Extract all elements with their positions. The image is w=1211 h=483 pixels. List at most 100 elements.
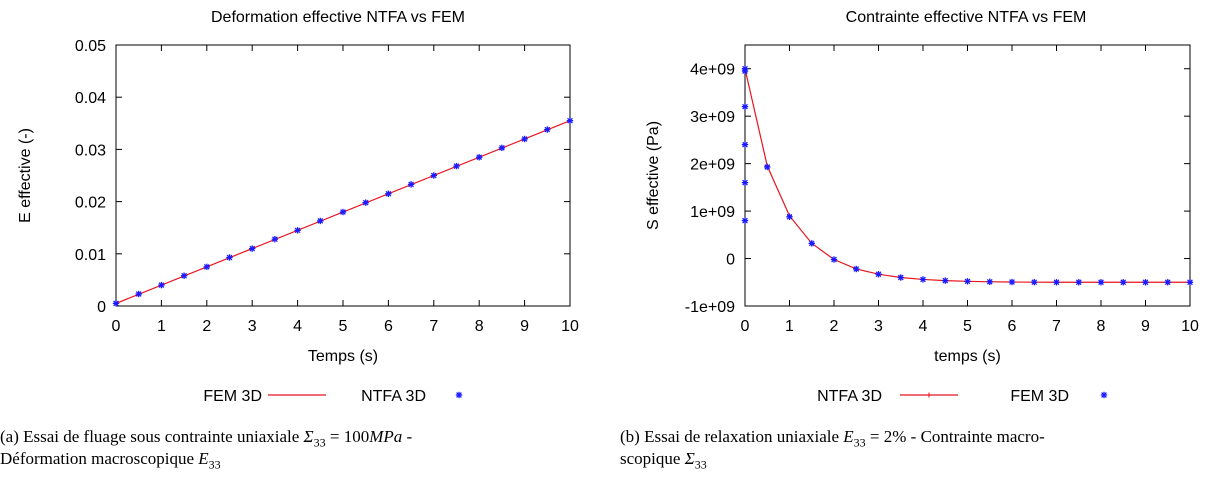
charta-series-ntfa-3d-point bbox=[158, 281, 165, 289]
charta-legend-ntfa-3d-swatch-d2 bbox=[456, 392, 462, 398]
chartb-series-fem-3d-point-d2 bbox=[964, 278, 971, 285]
charta-plot-frame bbox=[115, 44, 571, 307]
charta-series-ntfa-3d-point-d2 bbox=[544, 126, 551, 133]
chartb-series-fem-3d-point-d2 bbox=[1120, 279, 1127, 286]
chartb-series-fem-3d-point bbox=[942, 277, 949, 284]
chartb-ytick-label: 0 bbox=[726, 252, 735, 269]
chartb-series-fem-3d-point-d2 bbox=[786, 213, 793, 220]
chartb-xtick-label: 8 bbox=[1097, 318, 1106, 335]
chartb-series-fem-3d-point-d2 bbox=[1098, 279, 1104, 286]
chartb-xlabel: temps (s) bbox=[934, 348, 1001, 365]
charta-series-ntfa-3d-point bbox=[521, 135, 528, 143]
charta-series-ntfa-3d-point bbox=[339, 208, 347, 216]
chartb-series-fem-3d-point-d2 bbox=[764, 164, 771, 170]
chartb-series-fem-3d-point bbox=[1097, 279, 1105, 286]
chartb-xtick-label: 3 bbox=[874, 318, 883, 335]
charta-series-ntfa-3d-point bbox=[453, 162, 460, 170]
caption-a-line1: (a) Essai de fluage sous contrainte unia… bbox=[0, 427, 413, 450]
chartb-xtick-label: 4 bbox=[919, 318, 928, 335]
chartb-series-fem-3d-point-d2 bbox=[1187, 279, 1193, 286]
caption-b-line2: scopique Σ33 bbox=[620, 449, 707, 472]
chartb-xtick-label: 7 bbox=[1052, 318, 1061, 335]
chartb-ytick-label: 4e+09 bbox=[690, 62, 735, 79]
charta-series-ntfa-3d-point bbox=[498, 144, 506, 152]
charta-series-ntfa-3d-point bbox=[180, 272, 188, 279]
chartb-series-fem-3d-point-d2 bbox=[1053, 279, 1060, 286]
charta-xtick-label: 6 bbox=[384, 318, 393, 335]
charta-xtick-label: 3 bbox=[248, 318, 257, 335]
charta-series-ntfa-3d-point-d2 bbox=[362, 199, 369, 206]
charta-series-ntfa-3d-point bbox=[566, 117, 574, 124]
charta-series-ntfa-3d-point-d2 bbox=[408, 181, 414, 188]
charta-ytick-label: 0.01 bbox=[75, 247, 106, 264]
charta-series-ntfa-3d-point-d2 bbox=[203, 263, 210, 270]
charta-ytick-label: 0 bbox=[97, 299, 106, 316]
chartb-series-fem-3d-point bbox=[897, 274, 904, 281]
charta-series-ntfa-3d-point bbox=[476, 154, 483, 161]
charta-xtick-label: 0 bbox=[112, 318, 121, 335]
charta-xtick-label: 10 bbox=[561, 318, 579, 335]
chartb-series-fem-3d-point-d2 bbox=[831, 256, 837, 263]
chartb-series-fem-3d-point bbox=[741, 217, 749, 224]
chartb-series-fem-3d-point-d2 bbox=[1075, 279, 1082, 286]
chartb-series-fem-3d-point-d2 bbox=[742, 65, 748, 72]
chartb-series-fem-3d-point-d2 bbox=[942, 277, 949, 284]
charta-series-ntfa-3d-point bbox=[249, 245, 256, 252]
chartb-xtick-label: 0 bbox=[741, 318, 750, 335]
chartb-series-fem-3d-point bbox=[741, 141, 749, 148]
charta-series-ntfa-3d-point-d2 bbox=[135, 291, 142, 297]
chartb-xtick-label: 9 bbox=[1141, 318, 1150, 335]
charta-series-ntfa-3d-point-d2 bbox=[453, 163, 460, 169]
chartb-series-fem-3d-point bbox=[1120, 279, 1127, 286]
chartb-xtick-label: 2 bbox=[830, 318, 839, 335]
charta-series-ntfa-3d-point-d2 bbox=[181, 272, 187, 279]
chartb-series-fem-3d-point bbox=[1075, 279, 1082, 286]
chartb-series-fem-3d-point-d2 bbox=[1164, 279, 1171, 286]
charta-series-ntfa-3d-point-d2 bbox=[385, 190, 392, 197]
chartb-series-fem-3d-point-d2 bbox=[1031, 279, 1038, 286]
chartb-series-fem-3d-point bbox=[853, 265, 860, 273]
chartb-legend-fem-3d-swatch bbox=[1100, 391, 1108, 399]
charta-series-ntfa-3d-point bbox=[271, 235, 279, 243]
caption-a: (a) Essai de fluage sous contrainte unia… bbox=[0, 426, 412, 470]
charta-xlabel: Temps (s) bbox=[308, 348, 378, 365]
charta-ytick-label: 0.04 bbox=[75, 90, 106, 107]
chartb-series-fem-3d-point bbox=[830, 256, 838, 263]
charta-series-ntfa-3d-point-d2 bbox=[158, 282, 165, 288]
chartb-legend-fem-3d-label: FEM 3D bbox=[1010, 388, 1069, 405]
charta-xtick-label: 2 bbox=[202, 318, 211, 335]
chartb-series-fem-3d-point bbox=[1164, 279, 1171, 286]
charta-series-ntfa-3d-point-d2 bbox=[113, 300, 119, 307]
chartb-ytick-label: 1e+09 bbox=[690, 204, 735, 221]
charta-xtick-label: 7 bbox=[429, 318, 438, 335]
charta-series-ntfa-3d-point bbox=[112, 300, 120, 307]
chartb-series-fem-3d-point-d2 bbox=[742, 179, 748, 186]
chartb-series-fem-3d-point bbox=[808, 240, 815, 247]
chartb-series-fem-3d-point bbox=[986, 278, 993, 285]
charta-series-ntfa-3d-point bbox=[430, 172, 437, 179]
charta-xtick-label: 4 bbox=[293, 318, 302, 335]
charta-xtick-label: 9 bbox=[520, 318, 529, 335]
caption-b: (b) Essai de relaxation uniaxiale E33 = … bbox=[620, 426, 1045, 470]
chartb-series-fem-3d-point-d2 bbox=[875, 271, 882, 278]
chartb-series-fem-3d-point bbox=[1053, 279, 1060, 286]
chartb-ytick-label: 2e+09 bbox=[690, 157, 735, 174]
charta-series-ntfa-3d-point-d2 bbox=[294, 227, 301, 234]
charta-series-ntfa-3d-point-d2 bbox=[249, 245, 256, 252]
charta-series-ntfa-3d-point-d2 bbox=[317, 218, 324, 224]
chartb-series-fem-3d-point-d2 bbox=[853, 266, 860, 272]
chartb-series-fem-3d-point-d2 bbox=[986, 278, 993, 285]
chartb-series-fem-3d-point-d2 bbox=[897, 274, 904, 281]
chartb-series-fem-3d-point bbox=[875, 271, 882, 278]
chartb-ytick-label: -1e+09 bbox=[685, 299, 735, 316]
charta-series-ntfa-3d-point bbox=[317, 217, 324, 225]
chartb-series-fem-3d-point bbox=[1186, 279, 1194, 286]
charta-series-ntfa-3d-point bbox=[362, 199, 369, 206]
caption-a-line2: Déformation macroscopique E33 bbox=[0, 449, 221, 472]
chartb-series-fem-3d-point bbox=[1142, 279, 1149, 286]
chartb-legend-ntfa-3d-swatch-marker bbox=[926, 392, 932, 398]
charta-series-ntfa-3d-point-d2 bbox=[340, 209, 346, 215]
charta-series-ntfa-3d-point bbox=[385, 190, 392, 197]
charta-xtick-label: 1 bbox=[157, 318, 166, 335]
